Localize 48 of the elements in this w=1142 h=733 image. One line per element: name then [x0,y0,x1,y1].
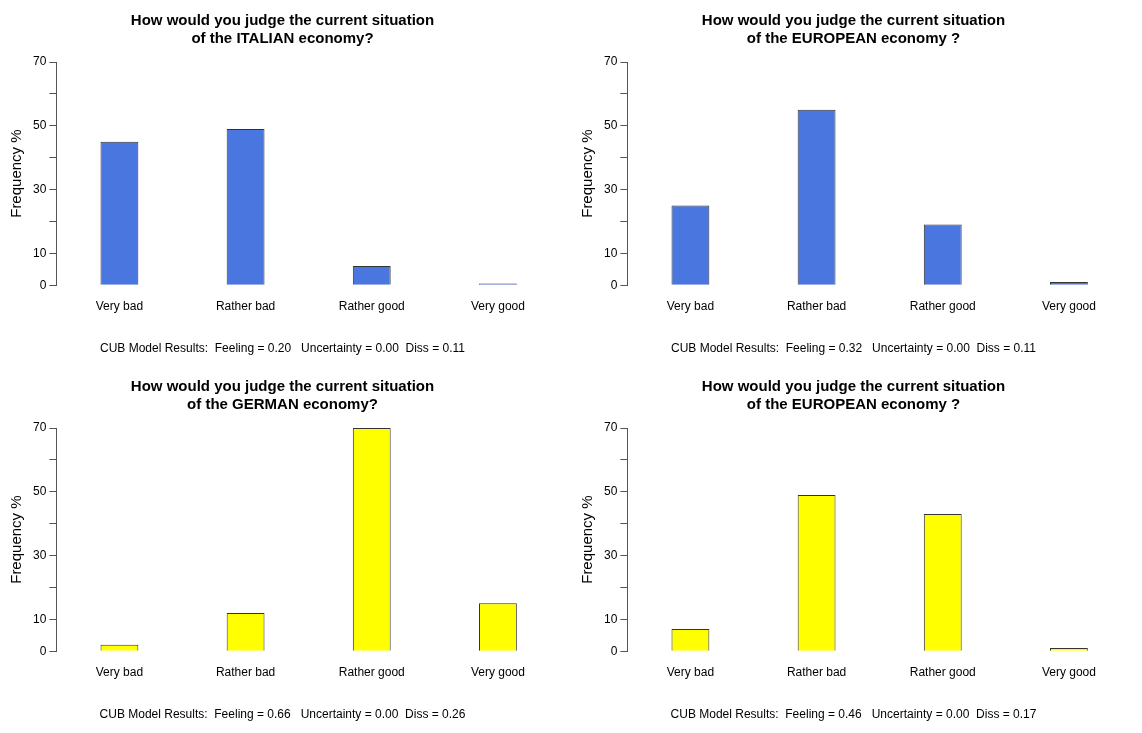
y-tick-label: 70 [32,420,47,435]
y-tick-label: 10 [603,611,618,626]
y-axis-title: Frequency % [578,129,596,218]
x-tick-label: Rather bad [786,664,847,679]
y-tick-label: 30 [603,547,618,562]
y-tick-label: 70 [603,54,618,69]
x-tick-label: Rather bad [786,298,847,313]
x-tick-label: Very good [1041,664,1096,679]
y-tick-label: 50 [32,118,47,133]
x-tick-label: Rather good [909,664,976,679]
y-tick-label: 50 [32,484,47,499]
chart-title: How would you judge the current situation of the GERMAN economy? [130,377,435,413]
x-tick-label: Very good [1041,298,1096,313]
x-tick-label: Rather good [338,664,405,679]
chart-title: How would you judge the current situation of the EUROPEAN economy ? [701,377,1006,413]
y-tick-label: 70 [603,420,618,435]
y-tick-label: 30 [32,547,47,562]
x-tick-label: Very bad [95,664,144,679]
text: CUB Model Results: Feeling = 0.32 Uncertainty = 0.00 Diss = 0.11 [671,341,1037,356]
x-tick-label: Very bad [666,664,715,679]
y-tick-label: 0 [610,277,618,292]
x-tick-label: Very good [470,664,525,679]
y-axis-title: Frequency % [7,129,25,218]
x-tick-label: Rather good [338,298,405,313]
x-tick-label: Very bad [666,298,715,313]
y-tick-label: 30 [32,181,47,196]
x-tick-label: Very bad [95,298,144,313]
x-tick-label: Rather bad [215,664,276,679]
y-tick-label: 10 [32,245,47,260]
y-tick-label: 50 [603,118,618,133]
text: CUB Model Results: Feeling = 0.46 Uncertainty = 0.00 Diss = 0.17 [670,707,1037,722]
y-axis-title: Frequency % [578,495,596,584]
y-tick-label: 0 [39,277,47,292]
y-tick-label: 10 [32,611,47,626]
x-tick-label: Rather good [909,298,976,313]
chart-title: How would you judge the current situation of the ITALIAN economy? [130,11,435,47]
y-tick-label: 10 [603,245,618,260]
y-tick-label: 0 [610,643,618,658]
y-tick-label: 50 [603,484,618,499]
y-tick-label: 30 [603,181,618,196]
x-tick-label: Rather bad [215,298,276,313]
y-tick-label: 70 [32,54,47,69]
text: CUB Model Results: Feeling = 0.66 Uncertainty = 0.00 Diss = 0.26 [99,707,466,722]
y-tick-label: 0 [39,643,47,658]
chart-title: How would you judge the current situation of the EUROPEAN economy ? [701,11,1006,47]
text: CUB Model Results: Feeling = 0.20 Uncertainty = 0.00 Diss = 0.11 [100,341,466,356]
y-axis-title: Frequency % [7,495,25,584]
x-tick-label: Very good [470,298,525,313]
